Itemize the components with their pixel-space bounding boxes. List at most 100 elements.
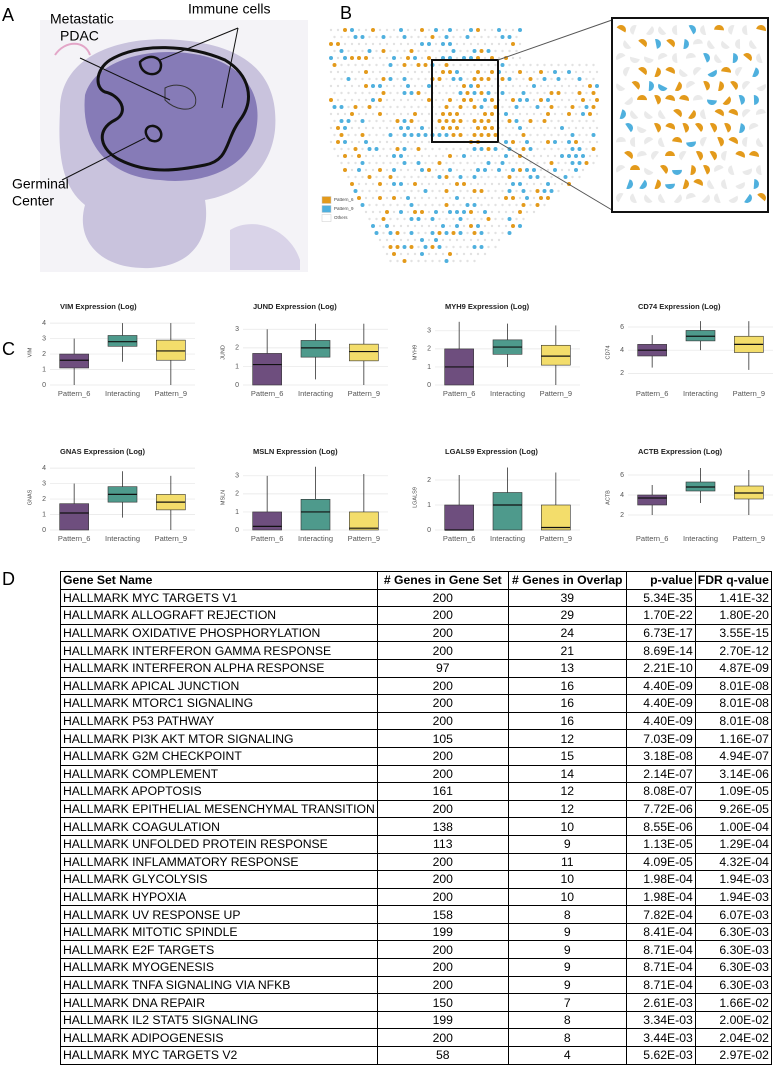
x-tick-label: Interacting — [490, 389, 525, 398]
table-cell: 1.29E-04 — [694, 834, 772, 854]
zoom-spot — [665, 67, 675, 74]
zoom-spot — [626, 179, 633, 189]
y-tick-label: 2 — [42, 351, 46, 358]
zoom-spot — [703, 165, 710, 175]
spot — [466, 49, 469, 53]
spot — [542, 77, 547, 81]
spot — [486, 91, 491, 95]
spot — [532, 112, 536, 116]
spot — [553, 98, 557, 102]
spot — [522, 77, 525, 81]
zoom-spot — [674, 81, 682, 91]
spot — [507, 217, 512, 221]
spot — [396, 189, 399, 193]
table-row: HALLMARK P53 PATHWAY 200 16 4.40E-09 8.01E-0… — [60, 711, 772, 731]
spot — [441, 252, 445, 256]
spot — [483, 154, 487, 158]
spot — [360, 35, 365, 39]
histology-image: Metastatic PDAC Immune cells Germinal Ce… — [12, 1, 308, 272]
spot — [343, 70, 347, 74]
spot — [490, 126, 494, 130]
table-cell: 12 — [507, 782, 627, 801]
table-cell: 15 — [507, 746, 627, 766]
zoom-spot — [728, 109, 738, 116]
spot — [532, 70, 536, 74]
spot — [385, 238, 389, 242]
spot — [396, 259, 399, 263]
y-tick-label: 0 — [427, 527, 431, 534]
box-chart: LGALS9 Expression (Log) LGALS9 0 1 2 Pattern_… — [412, 447, 580, 543]
spot — [490, 196, 494, 200]
table-cell: 200 — [376, 711, 509, 731]
spot — [574, 98, 578, 102]
zoom-spot — [735, 182, 745, 189]
spot — [462, 252, 466, 256]
spot — [448, 42, 452, 46]
spot — [423, 245, 428, 249]
spot — [511, 42, 515, 46]
y-axis-label: MSLN — [220, 490, 226, 505]
spot — [494, 119, 497, 123]
spot — [354, 161, 357, 165]
y-tick-label: 0 — [42, 527, 46, 534]
table-cell: HALLMARK MYC TARGETS V2 — [60, 1046, 378, 1065]
box-body — [444, 504, 474, 531]
spot — [350, 182, 354, 186]
spot — [385, 98, 389, 102]
spot — [424, 49, 427, 53]
zoom-spot — [682, 179, 689, 189]
table-row: HALLMARK ALLOGRAFT REJECTION 200 29 1.70E-2… — [60, 606, 772, 625]
spot — [382, 105, 385, 109]
spot — [466, 119, 469, 123]
spot — [529, 161, 532, 165]
spot — [427, 182, 431, 186]
table-cell: 1.00E-04 — [694, 817, 772, 836]
spot — [424, 161, 427, 165]
table-row: HALLMARK E2F TARGETS 200 9 8.71E-04 6.30E-03 — [60, 940, 772, 960]
spot — [399, 56, 403, 60]
spot — [382, 203, 385, 207]
spot — [518, 98, 522, 102]
x-tick-label: Interacting — [105, 389, 140, 398]
zoom-spot — [732, 53, 738, 63]
spot — [557, 105, 560, 109]
zoom-spot — [654, 95, 661, 105]
spot — [522, 119, 525, 123]
spatial-plot — [329, 28, 599, 263]
zoom-spot — [742, 137, 748, 147]
spot — [438, 203, 441, 207]
spot — [494, 189, 497, 193]
spot — [339, 119, 344, 123]
spot — [399, 140, 403, 144]
spot — [515, 77, 518, 81]
spot — [518, 70, 522, 74]
x-tick-label: Pattern_9 — [155, 534, 188, 543]
zoom-spot — [693, 39, 703, 45]
spot — [333, 35, 336, 39]
spot — [364, 196, 368, 200]
zoom-spot — [673, 109, 682, 118]
zoom-line — [497, 141, 613, 211]
spot — [577, 147, 582, 151]
spot — [336, 70, 340, 74]
zoom-spot — [743, 53, 752, 62]
spot — [494, 231, 497, 235]
spot — [490, 42, 494, 46]
spot — [588, 126, 592, 130]
zoom-spot — [679, 68, 688, 77]
y-axis-label: LGALS9 — [412, 487, 418, 508]
spot — [515, 175, 518, 179]
spot — [462, 98, 466, 102]
spot — [553, 140, 557, 144]
spot — [479, 77, 484, 81]
spot — [402, 245, 407, 249]
spot — [528, 147, 533, 151]
spot — [459, 259, 462, 263]
table-cell: 8.01E-08 — [694, 676, 772, 696]
y-tick-label: 0 — [235, 527, 239, 534]
spot — [375, 91, 378, 95]
spot — [399, 168, 403, 172]
spot — [462, 84, 466, 88]
spot — [448, 238, 452, 242]
header-cell: FDR q-value — [694, 571, 772, 590]
